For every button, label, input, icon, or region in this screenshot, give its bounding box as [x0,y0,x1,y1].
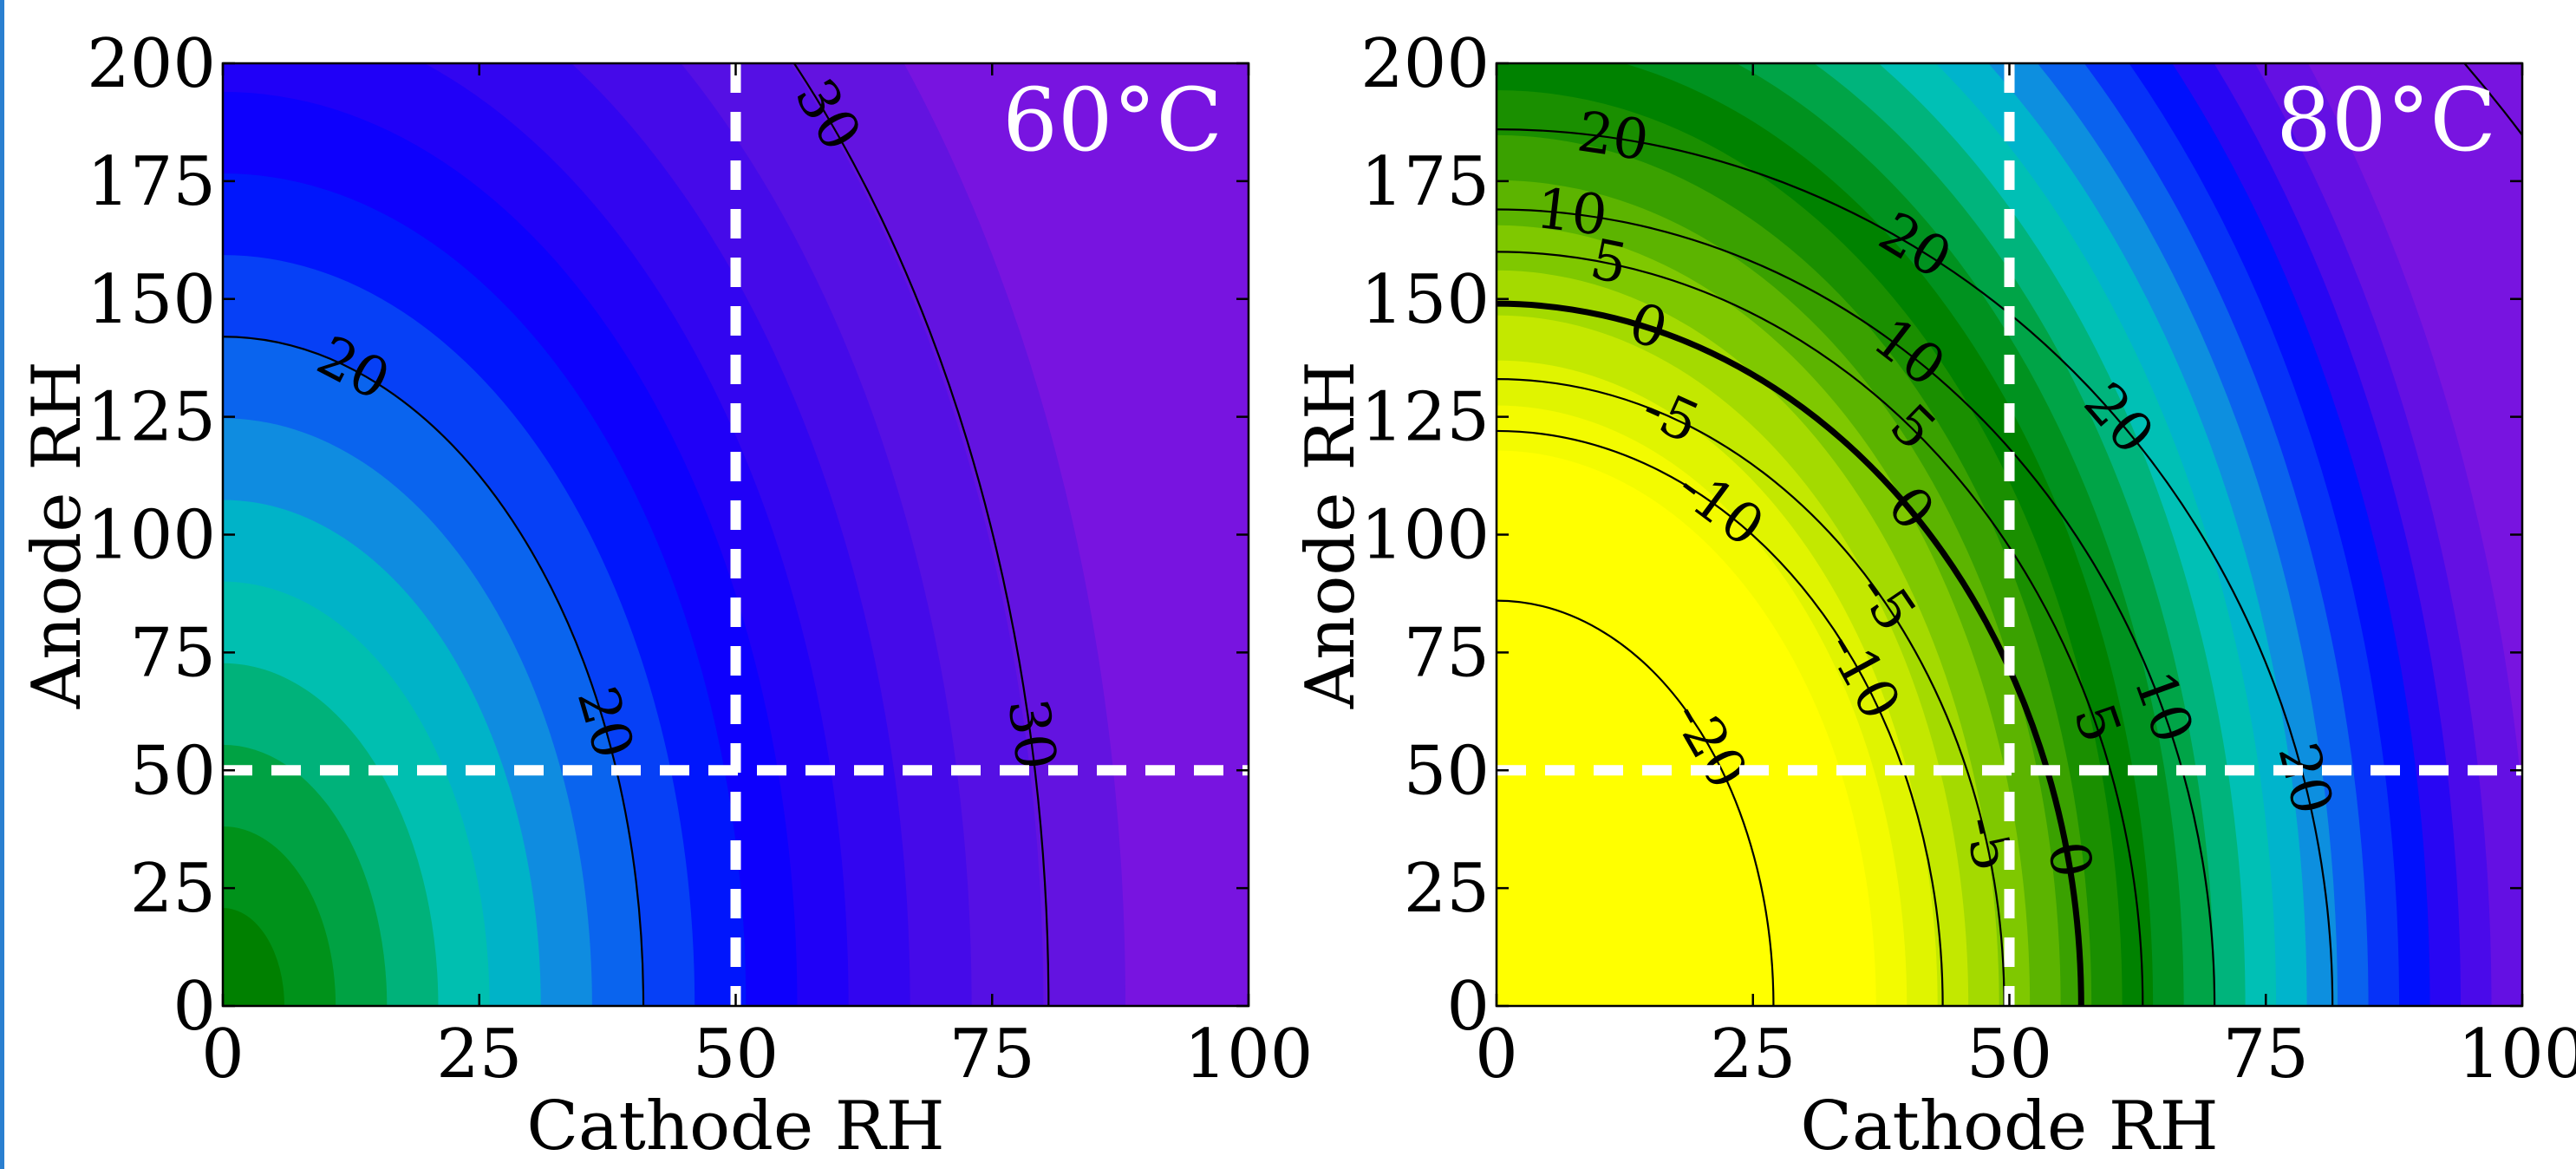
color-band [223,908,284,1006]
contour-line [1497,599,1775,1006]
x-tick-label: 50 [693,1016,779,1094]
y-tick-label: 175 [87,143,216,221]
y-tick-label: 25 [130,850,216,928]
y-tick-label: 150 [1360,261,1490,339]
y-tick-label: 75 [1404,614,1490,692]
page-edge [0,0,4,1169]
y-tick-label: 150 [87,261,216,339]
panel-title: 60°C [1002,69,1223,171]
contour-line [1497,429,1944,1006]
x-tick-label: 50 [1966,1016,2052,1094]
y-tick-label: 125 [87,379,216,457]
x-tick-label: 100 [1184,1016,1314,1094]
x-tick-label: 100 [2458,1016,2576,1094]
contour-line [1497,208,2216,1006]
y-axis-label: Anode RH [1292,361,1370,709]
y-tick-label: 200 [87,25,216,103]
y-tick-label: 0 [1446,968,1490,1046]
y-tick-label: 175 [1360,143,1490,221]
y-tick-label: 50 [1404,732,1490,810]
y-tick-label: 200 [1360,25,1490,103]
contour-line [223,336,645,1006]
x-tick-label: 25 [1710,1016,1796,1094]
x-tick-label: 75 [2223,1016,2309,1094]
contour-label: 20 [1574,100,1653,173]
color-band [1497,450,1876,1006]
y-tick-label: 100 [1360,497,1490,575]
y-tick-label: 100 [87,497,216,575]
x-tick-label: 25 [436,1016,522,1094]
contour-line [1497,300,2084,1006]
x-axis-label: Cathode RH [1800,1087,2218,1166]
y-tick-label: 125 [1360,379,1490,457]
x-tick-label: 0 [201,1016,245,1094]
panel-title: 80°C [2276,69,2496,171]
x-tick-label: 75 [949,1016,1035,1094]
y-axis-label: Anode RH [18,361,96,709]
y-tick-label: 0 [173,968,216,1046]
x-tick-label: 0 [1475,1016,1518,1094]
contour-label: 10 [1533,177,1610,249]
y-tick-label: 25 [1404,850,1490,928]
contour-line [1497,251,2144,1006]
y-tick-label: 75 [130,614,216,692]
contour-label: 30 [995,696,1067,774]
contour-line [1497,127,2334,1006]
x-axis-label: Cathode RH [526,1087,944,1166]
contour-line [1497,378,2005,1006]
y-tick-label: 50 [130,732,216,810]
contour-line [792,63,1050,1006]
